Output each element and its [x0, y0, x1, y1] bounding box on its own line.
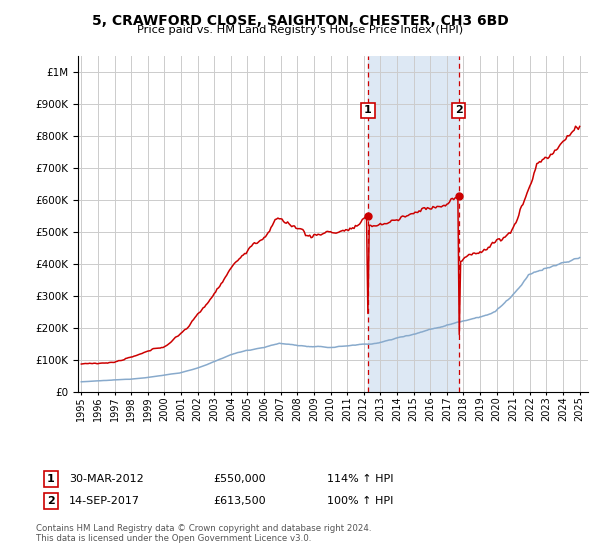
Bar — [368, 56, 458, 392]
Text: 2: 2 — [47, 496, 55, 506]
Legend: 5, CRAWFORD CLOSE, SAIGHTON, CHESTER, CH3 6BD (detached house), HPI: Average pri: 5, CRAWFORD CLOSE, SAIGHTON, CHESTER, CH… — [98, 419, 520, 458]
Text: 114% ↑ HPI: 114% ↑ HPI — [327, 474, 394, 484]
Text: 2: 2 — [455, 105, 463, 115]
Text: £613,500: £613,500 — [213, 496, 266, 506]
Text: 1: 1 — [364, 105, 372, 115]
Text: Contains HM Land Registry data © Crown copyright and database right 2024.
This d: Contains HM Land Registry data © Crown c… — [36, 524, 371, 543]
Text: £550,000: £550,000 — [213, 474, 266, 484]
Text: 14-SEP-2017: 14-SEP-2017 — [69, 496, 140, 506]
Text: 1: 1 — [47, 474, 55, 484]
Text: 5, CRAWFORD CLOSE, SAIGHTON, CHESTER, CH3 6BD: 5, CRAWFORD CLOSE, SAIGHTON, CHESTER, CH… — [92, 14, 508, 28]
Text: Price paid vs. HM Land Registry's House Price Index (HPI): Price paid vs. HM Land Registry's House … — [137, 25, 463, 35]
Text: 100% ↑ HPI: 100% ↑ HPI — [327, 496, 394, 506]
Text: 30-MAR-2012: 30-MAR-2012 — [69, 474, 144, 484]
